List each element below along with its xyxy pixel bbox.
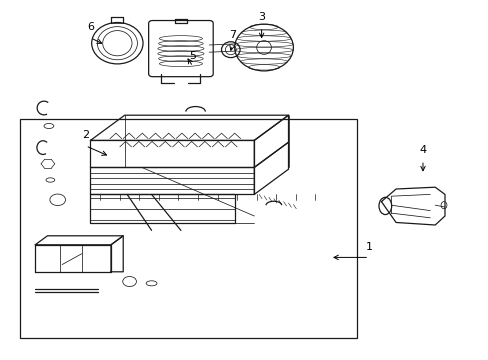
Text: 3: 3 bbox=[258, 12, 264, 22]
Text: 5: 5 bbox=[189, 51, 196, 61]
Text: 1: 1 bbox=[365, 242, 372, 252]
Text: 7: 7 bbox=[228, 30, 235, 40]
Text: 2: 2 bbox=[82, 130, 89, 140]
Text: 6: 6 bbox=[87, 22, 94, 32]
Text: 4: 4 bbox=[419, 145, 426, 155]
Bar bbox=[20, 119, 356, 338]
